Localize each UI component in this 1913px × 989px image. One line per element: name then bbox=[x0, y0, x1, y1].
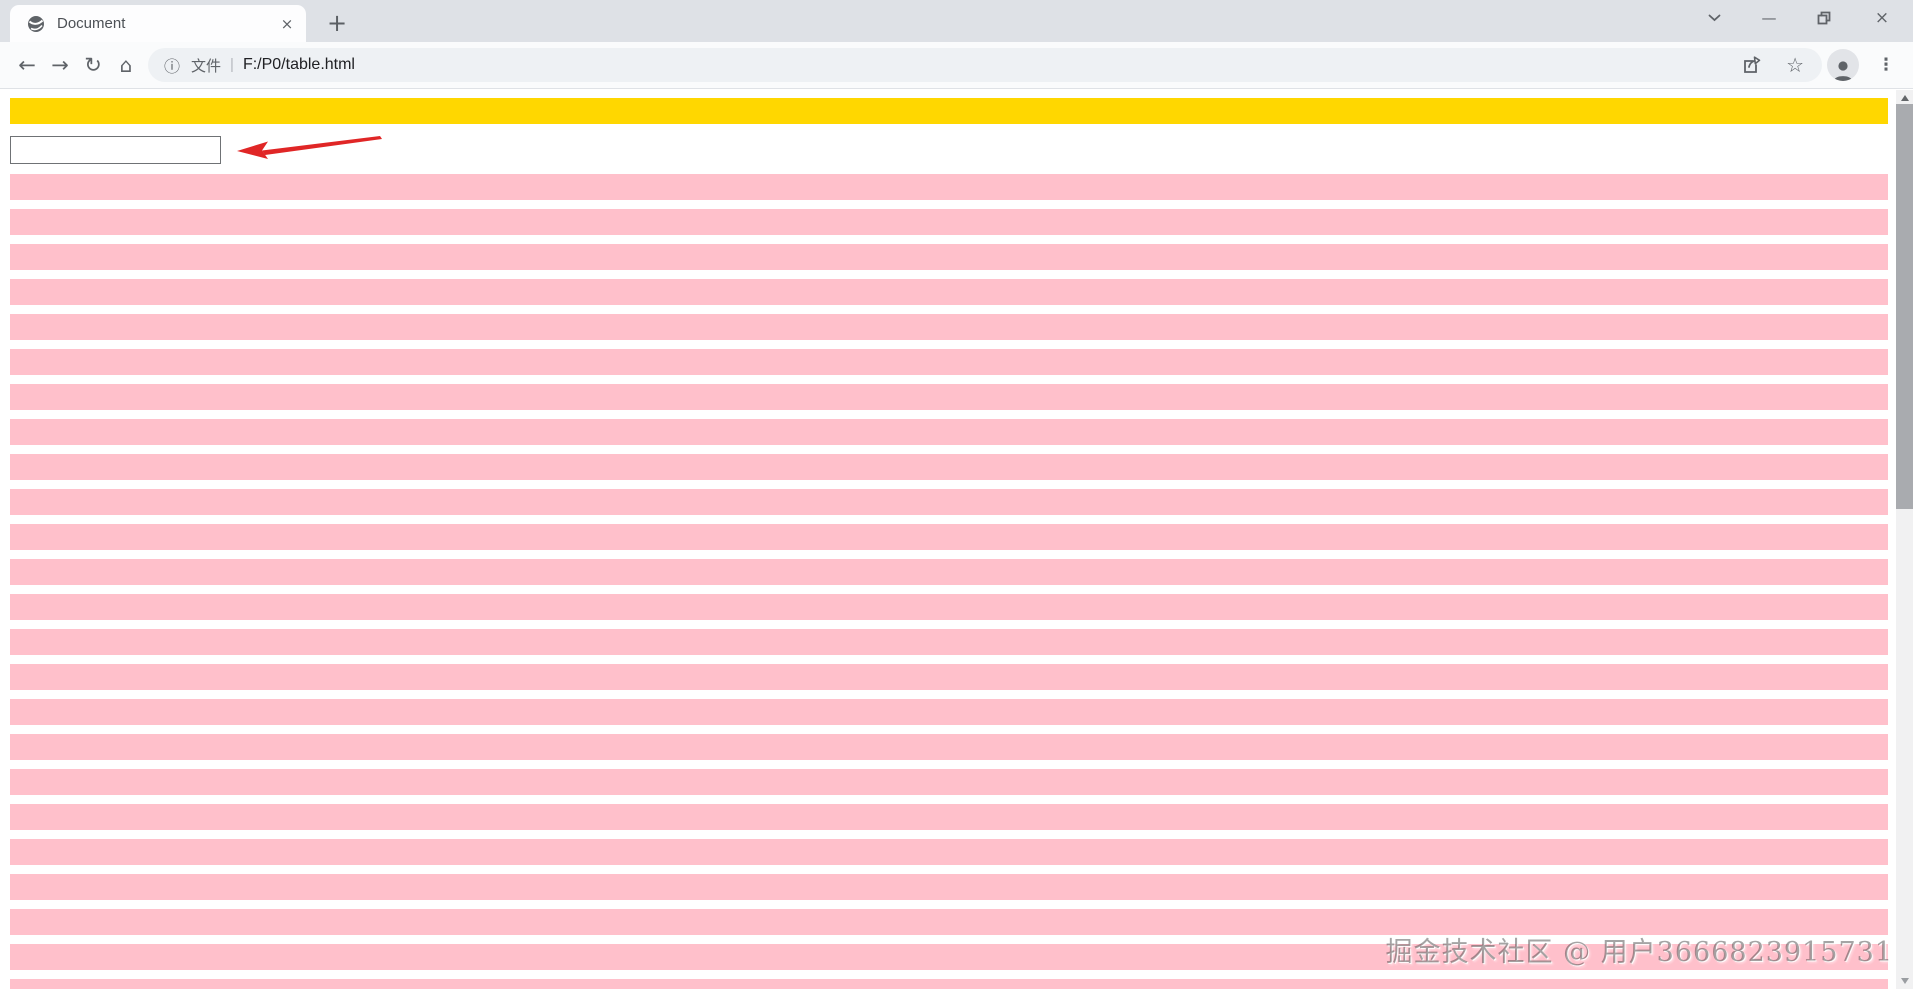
person-icon bbox=[1834, 61, 1852, 81]
tab-close-icon[interactable]: × bbox=[280, 14, 294, 33]
table-row bbox=[10, 349, 1888, 375]
profile-avatar[interactable] bbox=[1827, 49, 1859, 81]
table-row bbox=[10, 454, 1888, 480]
browser-tab[interactable]: Document × bbox=[10, 5, 306, 42]
share-icon[interactable] bbox=[1740, 54, 1762, 76]
table-row bbox=[10, 384, 1888, 410]
table-row bbox=[10, 664, 1888, 690]
browser-menu-icon[interactable]: ⋮ bbox=[1877, 55, 1895, 75]
watermark-text: 掘金技术社区 @ 用户3666823915731 bbox=[1385, 937, 1893, 968]
table-row bbox=[10, 804, 1888, 830]
address-separator: | bbox=[230, 55, 234, 73]
table-row bbox=[10, 489, 1888, 515]
table-rows bbox=[10, 174, 1888, 989]
table-row bbox=[10, 524, 1888, 550]
table-row bbox=[10, 769, 1888, 795]
table-row bbox=[10, 559, 1888, 585]
table-row bbox=[10, 874, 1888, 900]
bookmark-star-icon[interactable]: ☆ bbox=[1786, 53, 1804, 77]
table-row bbox=[10, 419, 1888, 445]
table-row bbox=[10, 244, 1888, 270]
new-tab-button[interactable]: + bbox=[326, 9, 348, 37]
address-bar[interactable]: ⓘ 文件 | F:/P0/table.html ☆ bbox=[148, 48, 1822, 82]
page-viewport: 掘金技术社区 @ 用户3666823915731 bbox=[0, 90, 1896, 989]
table-row bbox=[10, 594, 1888, 620]
back-button[interactable]: ← bbox=[18, 53, 36, 77]
window-close-button[interactable]: × bbox=[1874, 8, 1890, 28]
text-input[interactable] bbox=[10, 136, 221, 164]
table-row bbox=[10, 174, 1888, 200]
table-row bbox=[10, 839, 1888, 865]
reload-button[interactable]: ↻ bbox=[84, 53, 102, 77]
home-button[interactable]: ⌂ bbox=[119, 53, 133, 77]
minimize-button[interactable]: — bbox=[1761, 9, 1777, 27]
table-row bbox=[10, 909, 1888, 935]
scroll-down-arrow-icon[interactable] bbox=[1896, 973, 1913, 989]
table-row bbox=[10, 734, 1888, 760]
table-row bbox=[10, 209, 1888, 235]
table-row bbox=[10, 979, 1888, 989]
scroll-up-arrow-icon[interactable] bbox=[1896, 90, 1913, 106]
tab-search-chevron-icon[interactable] bbox=[1700, 4, 1728, 32]
browser-toolbar: ← → ↻ ⌂ ⓘ 文件 | F:/P0/table.html ☆ ⋮ bbox=[0, 42, 1913, 89]
scrollbar-thumb[interactable] bbox=[1896, 104, 1913, 509]
address-url[interactable]: F:/P0/table.html bbox=[242, 56, 355, 73]
yellow-header-bar bbox=[10, 98, 1888, 124]
globe-favicon-icon bbox=[28, 15, 44, 32]
vertical-scrollbar[interactable] bbox=[1896, 90, 1913, 989]
red-arrow-annotation bbox=[237, 136, 382, 159]
table-row bbox=[10, 699, 1888, 725]
address-scheme-label: 文件 bbox=[191, 57, 222, 75]
table-row bbox=[10, 314, 1888, 340]
page-info-icon[interactable]: ⓘ bbox=[164, 57, 181, 76]
table-row bbox=[10, 279, 1888, 305]
table-row bbox=[10, 944, 1888, 970]
forward-button[interactable]: → bbox=[51, 53, 69, 77]
tab-strip: Document × + — × bbox=[0, 0, 1913, 42]
table-row bbox=[10, 629, 1888, 655]
restore-button[interactable] bbox=[1810, 4, 1838, 32]
tab-title: Document bbox=[57, 15, 126, 32]
